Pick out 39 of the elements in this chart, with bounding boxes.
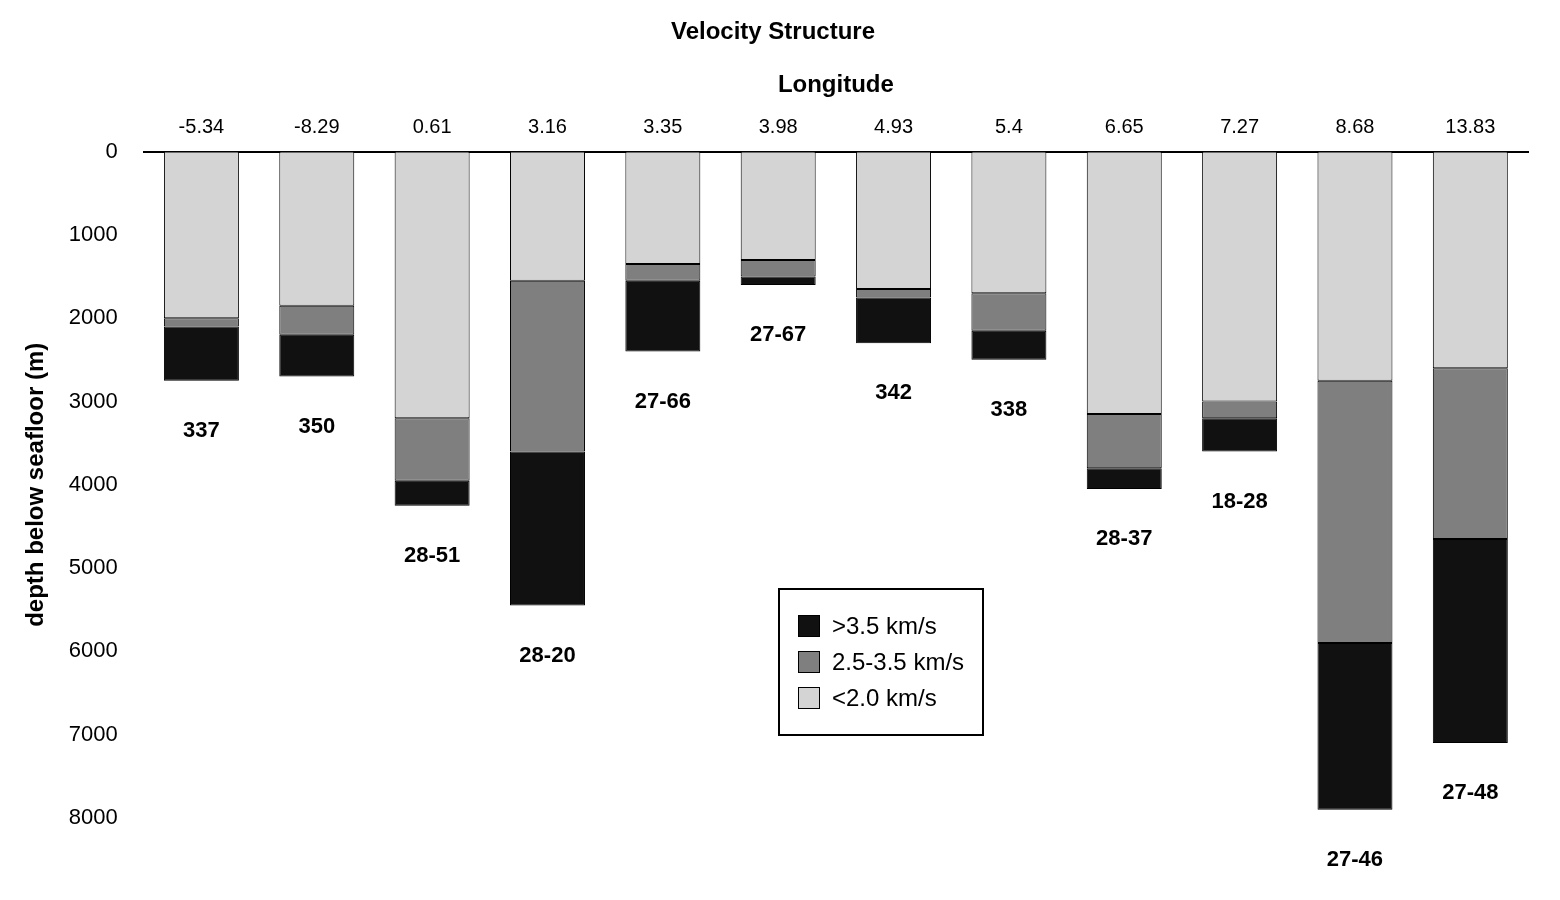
y-tick-label: 0 bbox=[105, 137, 118, 163]
y-tick-label: 2000 bbox=[68, 304, 118, 330]
x-tick-label: 4.93 bbox=[874, 115, 914, 138]
x-tick-label: -8.29 bbox=[293, 115, 340, 138]
x-axis-title: Longitude bbox=[777, 69, 894, 97]
legend-label: 2.5-3.5 km/s bbox=[832, 648, 965, 676]
annotation: 338 bbox=[990, 395, 1028, 421]
annotation: 27-48 bbox=[1442, 779, 1499, 805]
x-tick-label: 7.27 bbox=[1220, 115, 1260, 138]
x-tick-label: 6.65 bbox=[1104, 115, 1144, 138]
x-tick-label: 13.83 bbox=[1445, 115, 1496, 138]
annotation: 18-28 bbox=[1211, 487, 1268, 513]
annotation: 350 bbox=[298, 412, 336, 438]
x-tick-label: 3.16 bbox=[528, 115, 567, 138]
y-tick-label: 5000 bbox=[68, 554, 118, 580]
x-tick-label: 3.98 bbox=[758, 115, 798, 138]
annotation: 28-20 bbox=[519, 641, 576, 667]
y-tick-label: 3000 bbox=[68, 387, 118, 413]
x-tick-label: 3.35 bbox=[643, 115, 683, 138]
annotation: 28-51 bbox=[403, 541, 461, 567]
text: 27-46 bbox=[1326, 845, 1384, 871]
annotation: 27-67 bbox=[750, 320, 807, 346]
annotation: 27-66 bbox=[634, 387, 691, 413]
y-tick-label: 1000 bbox=[68, 220, 118, 246]
chart-title: Velocity Structure bbox=[670, 17, 876, 45]
y-tick-label: 4000 bbox=[68, 470, 118, 496]
x-tick-label: 0.61 bbox=[412, 115, 452, 138]
legend-label: >3.5 km/s bbox=[832, 612, 937, 640]
legend-label: <2.0 km/s bbox=[832, 684, 937, 712]
x-tick-label: -5.34 bbox=[178, 115, 225, 138]
x-tick-label: 5.4 bbox=[995, 115, 1023, 138]
y-tick-label: 8000 bbox=[68, 804, 118, 830]
y-tick-label: 6000 bbox=[68, 637, 118, 663]
annotation: 337 bbox=[183, 416, 220, 442]
annotation: 342 bbox=[875, 379, 912, 405]
x-tick-label: 8.68 bbox=[1335, 115, 1375, 138]
annotation: 28-37 bbox=[1096, 525, 1153, 551]
y-axis-title: depth below seafloor (m) bbox=[21, 342, 49, 627]
y-tick-label: 7000 bbox=[68, 720, 118, 746]
